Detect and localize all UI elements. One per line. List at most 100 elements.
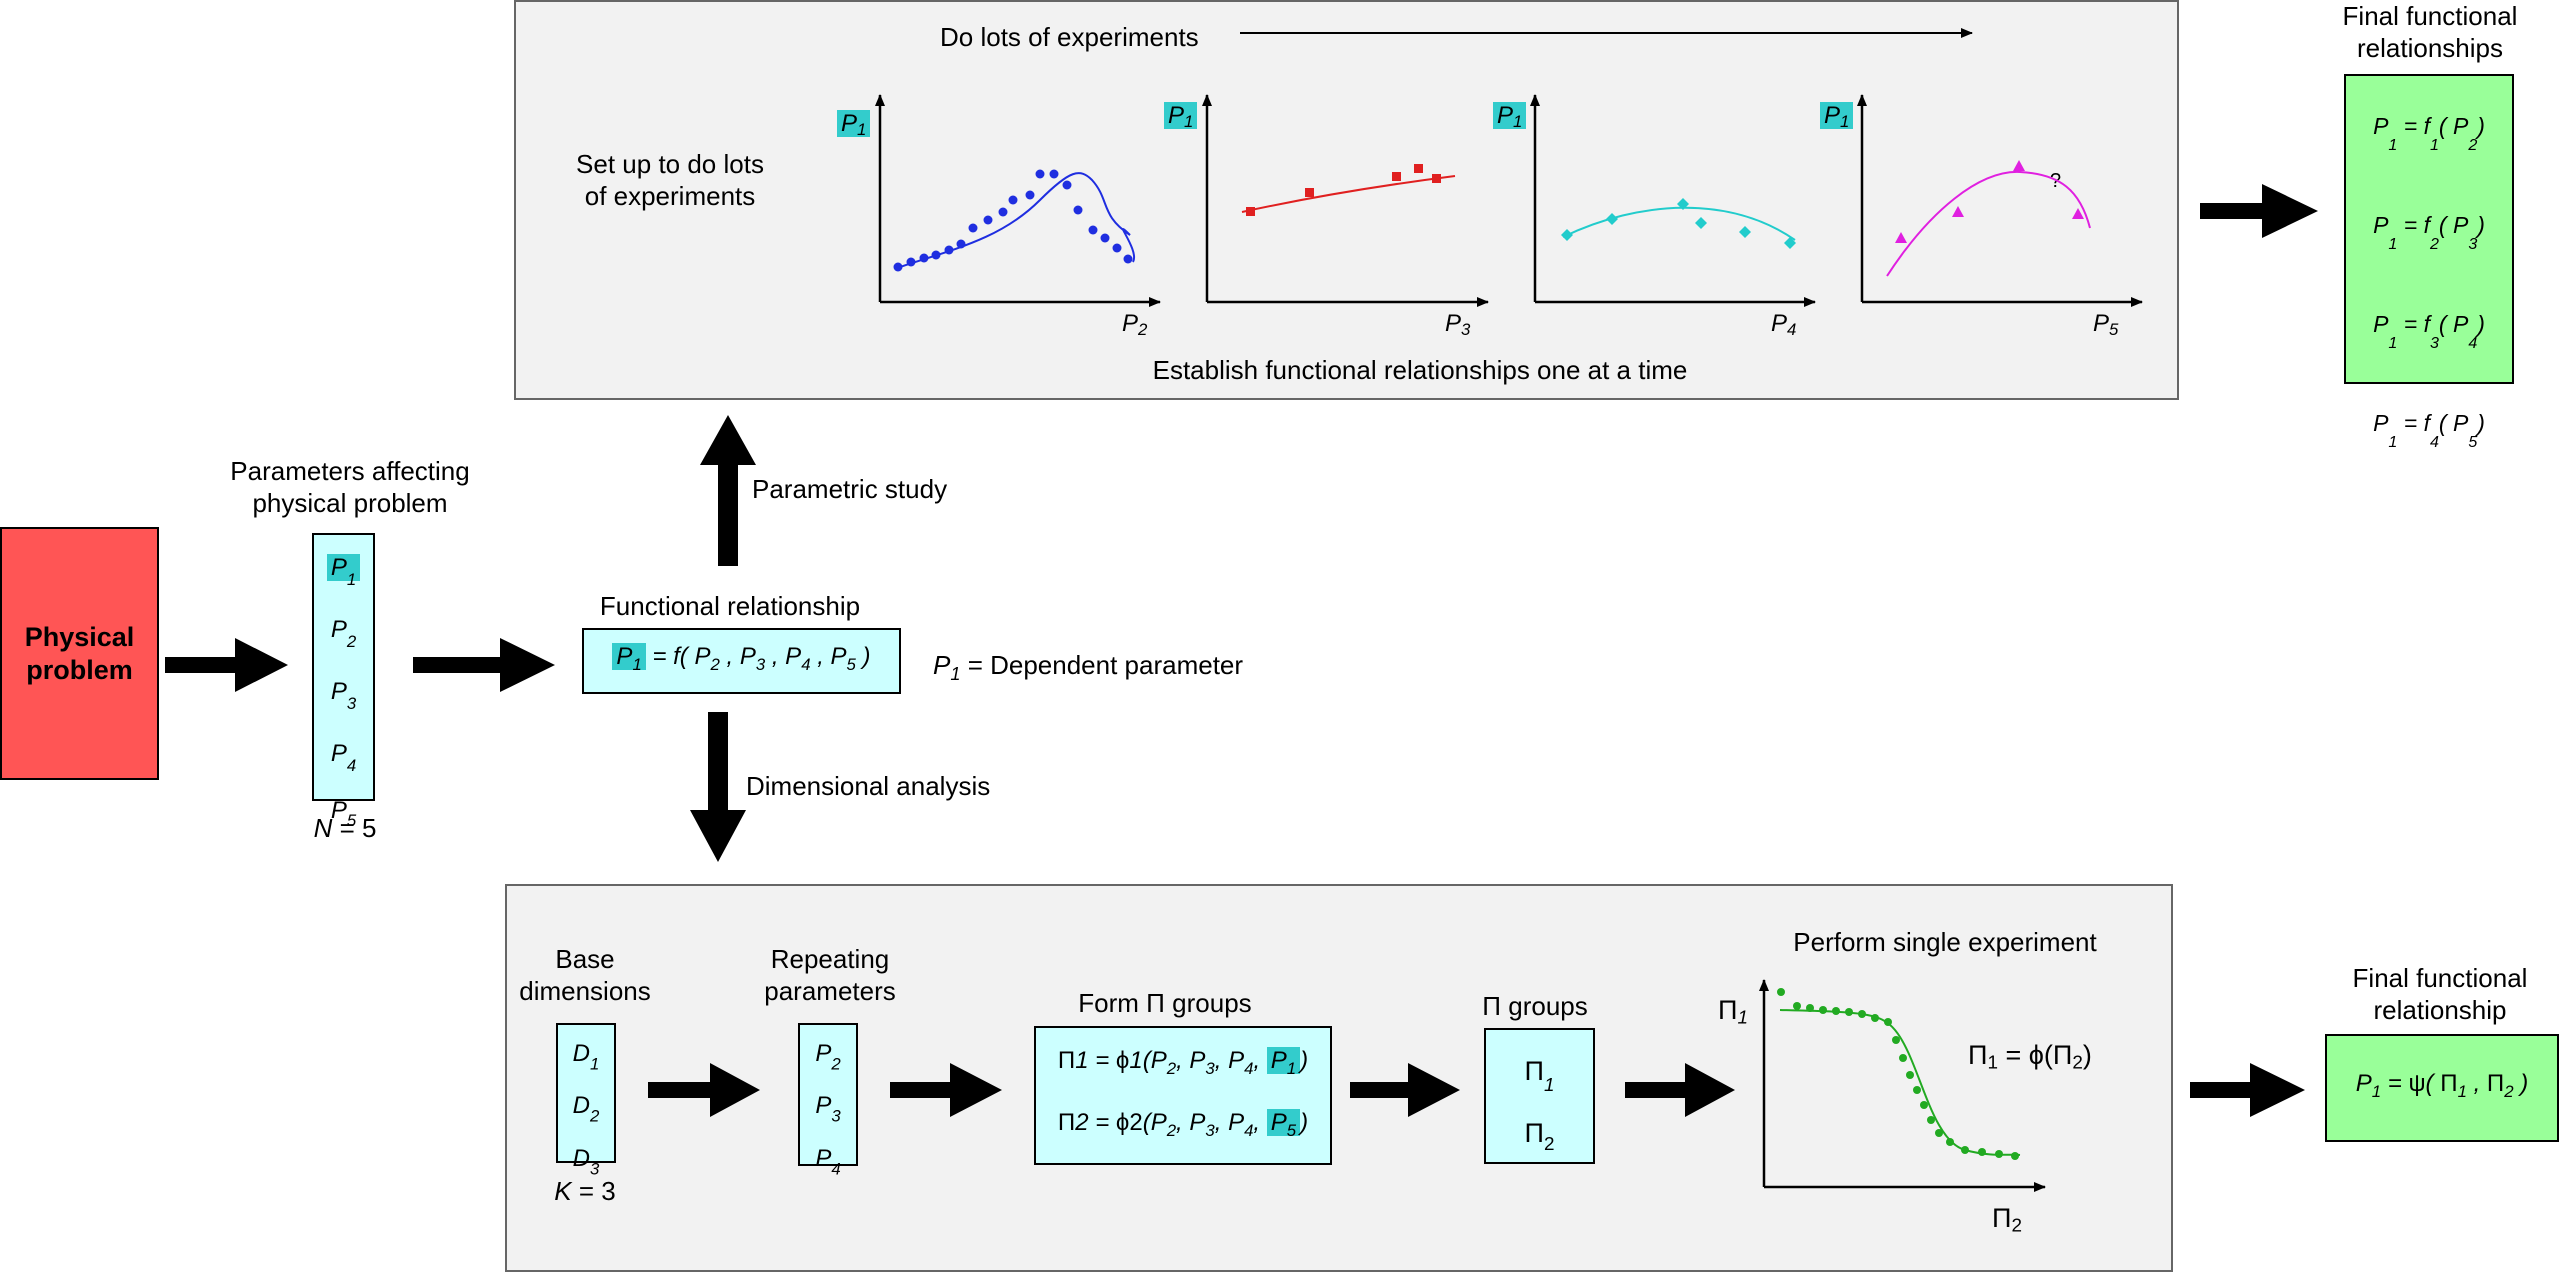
param-p1: P1 [314,543,373,605]
arrow-form-to-groups [1350,1063,1460,1117]
base-d2: D2 [572,1092,600,1126]
physical-problem-box: Physical problem [0,527,159,780]
repeating-p3: P3 [815,1092,841,1126]
base-dimensions-box: D1 D2 D3 [556,1023,616,1178]
plot4-annotation: ? [2050,170,2062,192]
plot1-point [968,223,978,233]
final-top-box: P1 = f1( P2) P1 = f2( P3) P1 = f3( P4) P… [2344,74,2514,451]
dependent-note: P1 = Dependent parameter [933,650,1244,684]
experiment-point [1946,1138,1954,1146]
experiment-point [1845,1008,1853,1016]
base-d3: D3 [572,1144,600,1179]
experiment-point [2011,1152,2019,1160]
arrow-experiment-to-final [2190,1063,2305,1117]
parametric-study-label: Parametric study [752,474,948,504]
pi-groups-box: Π1 Π2 [1484,1028,1595,1164]
plot2-point [1246,207,1255,216]
top-panel-setup: Set up to do lots of experiments [576,149,764,211]
plot3-xlabel: P4 [1771,310,1797,339]
arrow-repeating-to-form [890,1063,1002,1117]
dimensional-analysis-label: Dimensional analysis [746,771,991,801]
plot4-xlabel: P5 [2093,310,2119,339]
form-pi-title: Form Π groups [1078,988,1252,1018]
plot3-point [1784,237,1796,249]
plot1-point [893,262,903,272]
top-plot-axes [875,94,2143,307]
plot1-point [1112,243,1122,253]
experiment-point [1978,1148,1986,1156]
params-box: P1 P2 P3 P4 P5 [312,533,375,830]
experiment-xlabel: Π2 [1992,1203,2023,1237]
plot2-point [1432,174,1441,183]
plot3-point [1739,226,1751,238]
plot3-point [1561,229,1573,241]
final-top-eq4: P1 = f4( P5) [2373,410,2485,451]
experiment-point [1961,1146,1969,1154]
plot1-point [1035,169,1045,179]
plot4-point [1895,232,1907,243]
arrow-top-to-final [2200,184,2318,238]
plot2-series [1241,164,1456,216]
plot1-point [1008,195,1018,205]
experiment-point [1832,1007,1840,1015]
parametric-study-panel [514,0,2179,400]
form-pi-box: Π1 = ϕ1(P2, P3, P4, P1) Π2 = ϕ2(P2, P3, … [1034,1026,1332,1165]
experiment-ylabel: Π1 [1718,995,1749,1029]
param-p2: P2 [330,616,357,651]
repeating-title: Repeating parameters [764,944,896,1006]
experiment-point [1777,988,1785,996]
params-title: Parameters affecting physical problem [230,456,470,518]
functional-eq: P1 = f( P2 , P3 , P4 , P5 ) [612,642,871,680]
experiment-point [1995,1150,2003,1158]
plot4-point [2013,160,2025,171]
plot4-point [1952,206,1964,217]
final-bottom-box: P1 = ψ( Π1 , Π2 ) [2325,1034,2559,1142]
plot1-point [1025,190,1035,200]
base-d1: D1 [572,1040,600,1074]
arrow-parametric-up [700,415,756,566]
form-pi-eq2: Π2 = ϕ2(P2, P3, P4, P5) [1057,1109,1309,1140]
base-count: K = 3 [554,1176,616,1206]
pi-group-2: Π2 [1524,1117,1555,1155]
experiment-point [1819,1006,1827,1014]
experiment-point [1793,1002,1801,1010]
plot4-point [2072,208,2084,219]
plot2-ylabel: P1 [1164,102,1198,132]
plot1-point [931,250,941,260]
plot1-point [1062,180,1072,190]
arrow-groups-to-experiment [1625,1063,1735,1117]
pi-group-1: Π1 [1524,1056,1555,1096]
plot1-ylabel: P1 [837,110,871,140]
experiment-point [1884,1018,1892,1026]
experiment-point [1920,1101,1928,1109]
final-top-eq1: P1 = f1( P2) [2373,113,2485,154]
experiment-point [1871,1014,1879,1022]
top-panel-footer: Establish functional relationships one a… [1152,355,1688,385]
functional-eq-box: P1 = f( P2 , P3 , P4 , P5 ) [582,628,901,694]
plot2-xlabel: P3 [1445,310,1471,339]
plot1-point [1088,225,1098,235]
functional-title: Functional relationship [599,591,861,621]
plot4-ylabel: P1 [1820,102,1854,132]
flow-arrows [165,184,2318,1117]
plot1-point [944,245,954,255]
experiment-point [1913,1086,1921,1094]
top-panel-header: Do lots of experiments [940,22,1199,52]
plot1-point [956,239,966,249]
experiment-title: Perform single experiment [1793,927,2097,957]
experiment-point [1935,1129,1943,1137]
arrow-problem-to-params [165,638,288,692]
plot2-point [1414,164,1423,173]
param-p4: P4 [330,740,357,775]
plot1-point [998,207,1008,217]
experiment-relation: Π1 = ϕ(Π2) [1968,1040,2092,1074]
plot2-point [1392,172,1401,181]
experiment-point [1906,1071,1914,1079]
param-p3: P3 [330,678,357,713]
plot1-point [983,215,993,225]
params-count: N = 5 [313,813,377,843]
plot1-point [1073,205,1083,215]
arrow-params-to-functional [413,638,555,692]
param-p5: P5 [330,797,357,830]
plot1-point [1123,254,1133,264]
